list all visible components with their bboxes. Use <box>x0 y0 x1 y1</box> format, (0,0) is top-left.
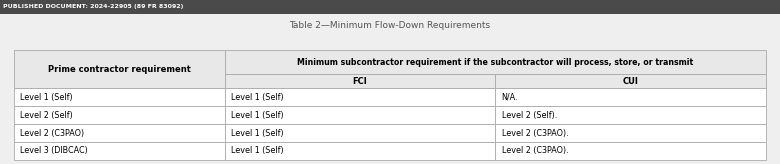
Text: Prime contractor requirement: Prime contractor requirement <box>48 65 191 74</box>
Bar <box>225 106 495 124</box>
Text: Level 1 (Self): Level 1 (Self) <box>231 111 283 120</box>
Bar <box>14 124 225 142</box>
Bar <box>14 89 225 106</box>
Bar <box>225 142 495 160</box>
Bar <box>225 89 495 106</box>
Text: Level 2 (Self).: Level 2 (Self). <box>502 111 557 120</box>
Text: CUI: CUI <box>622 77 639 86</box>
Text: Level 3 (DIBCAC): Level 3 (DIBCAC) <box>20 146 88 155</box>
Text: N/A.: N/A. <box>502 93 518 102</box>
Bar <box>225 50 766 74</box>
Text: Level 2 (C3PAO).: Level 2 (C3PAO). <box>502 129 568 138</box>
Text: Level 1 (Self): Level 1 (Self) <box>231 146 283 155</box>
Text: PUBLISHED DOCUMENT: 2024-22905 (89 FR 83092): PUBLISHED DOCUMENT: 2024-22905 (89 FR 83… <box>3 4 183 10</box>
Bar <box>495 142 766 160</box>
Bar <box>495 124 766 142</box>
Text: Table 2—Minimum Flow-Down Requirements: Table 2—Minimum Flow-Down Requirements <box>289 21 491 30</box>
Bar <box>14 106 225 124</box>
Bar <box>495 74 766 89</box>
Text: Level 1 (Self): Level 1 (Self) <box>231 93 283 102</box>
Text: Level 1 (Self): Level 1 (Self) <box>20 93 73 102</box>
Bar <box>14 50 225 89</box>
Text: Level 1 (Self): Level 1 (Self) <box>231 129 283 138</box>
Text: Level 2 (Self): Level 2 (Self) <box>20 111 73 120</box>
Bar <box>495 89 766 106</box>
Text: Minimum subcontractor requirement if the subcontractor will process, store, or t: Minimum subcontractor requirement if the… <box>297 58 693 67</box>
Text: Level 2 (C3PAO).: Level 2 (C3PAO). <box>502 146 568 155</box>
Bar <box>14 142 225 160</box>
Text: FCI: FCI <box>353 77 367 86</box>
Text: Level 2 (C3PAO): Level 2 (C3PAO) <box>20 129 84 138</box>
Bar <box>0 0 780 14</box>
Bar <box>225 74 495 89</box>
Bar <box>225 124 495 142</box>
Bar <box>495 106 766 124</box>
